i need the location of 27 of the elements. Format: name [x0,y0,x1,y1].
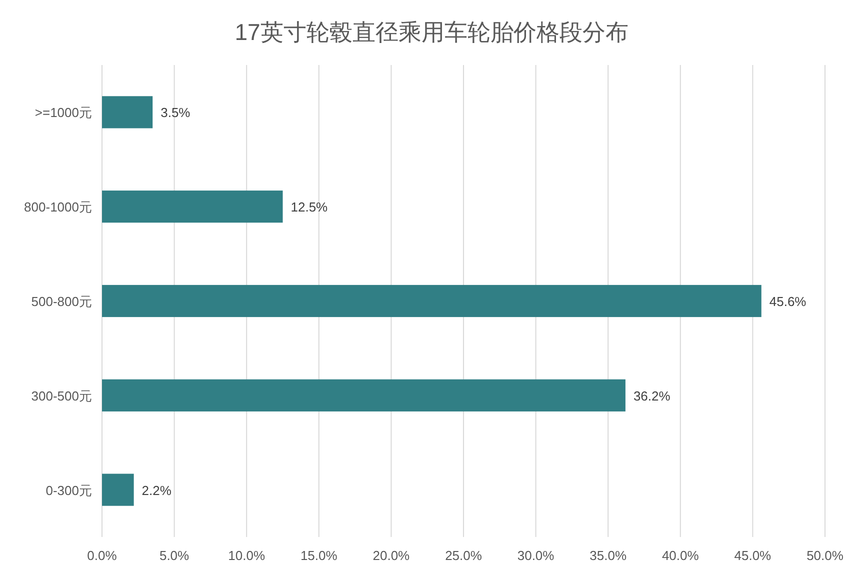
bar [102,96,153,128]
data-label: 36.2% [633,388,671,404]
data-label: 2.2% [142,482,172,498]
y-tick-label: 800-1000元 [24,200,92,215]
x-tick-label: 0.0% [87,548,118,563]
x-tick-label: 15.0% [300,548,338,563]
bar [102,474,134,506]
x-tick-label: 20.0% [372,548,410,563]
bar [102,284,762,318]
x-tick-label: 40.0% [662,548,700,563]
chart-title: 17英寸轮毂直径乘用车轮胎价格段分布 [234,19,628,45]
data-label: 3.5% [160,105,191,120]
y-tick-label: >=1000元 [34,105,92,120]
x-tick-label: 25.0% [445,548,482,563]
bar [102,379,626,412]
x-tick-label: 5.0% [159,548,190,563]
x-tick-label: 45.0% [734,548,772,563]
bar [102,190,283,223]
data-label: 12.5% [290,200,328,215]
x-tick-label: 30.0% [517,548,555,563]
y-tick-label: 0-300元 [46,482,92,498]
y-tick-label: 500-800元 [31,294,92,309]
y-tick-label: 300-500元 [31,388,92,404]
x-tick-label: 10.0% [228,548,266,563]
data-label: 45.6% [769,294,807,309]
x-tick-label: 35.0% [590,548,627,563]
x-tick-label: 50.0% [806,548,844,563]
